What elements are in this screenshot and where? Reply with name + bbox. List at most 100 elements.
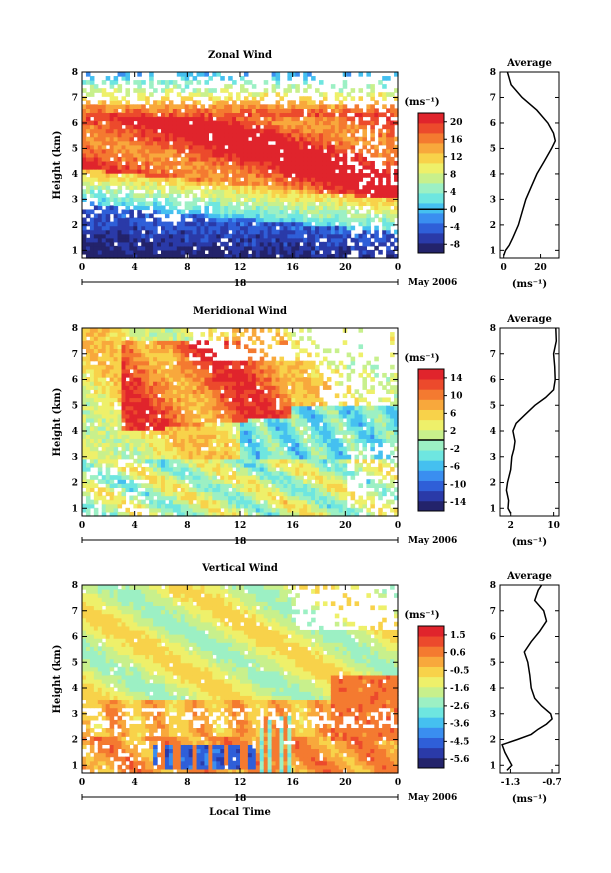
heatmap-cell	[196, 177, 202, 182]
heatmap-cell	[295, 160, 300, 166]
heatmap-cell	[97, 185, 103, 190]
heatmap-cell	[259, 507, 265, 513]
heatmap-cell	[192, 253, 198, 259]
heatmap-cell	[82, 385, 87, 390]
heatmap-cell	[180, 503, 186, 509]
heatmap-cell	[358, 152, 364, 158]
heatmap-cell	[259, 169, 265, 174]
heatmap-cell	[125, 92, 130, 97]
heatmap-cell	[137, 511, 142, 517]
heatmap-cell	[172, 401, 178, 407]
heatmap-cell	[200, 422, 206, 427]
heatmap-cell	[228, 104, 233, 109]
heatmap-cell	[145, 393, 150, 399]
heatmap-cell	[101, 193, 107, 198]
heatmap-cell	[251, 193, 257, 198]
heatmap-cell	[109, 430, 115, 435]
heatmap-cell	[322, 217, 328, 223]
heatmap-cell	[149, 233, 154, 239]
heatmap-cell	[105, 108, 111, 114]
heatmap-cell	[228, 96, 233, 101]
heatmap-cell	[224, 454, 229, 460]
heatmap-cell	[192, 132, 198, 138]
heatmap-cell	[204, 483, 209, 488]
heatmap-cell	[394, 173, 399, 178]
heatmap-cell	[342, 144, 348, 150]
heatmap-cell	[85, 405, 91, 411]
heatmap-cell	[200, 112, 206, 118]
heatmap-cell	[180, 328, 186, 333]
heatmap-cell	[232, 450, 237, 456]
heatmap-cell	[240, 193, 245, 198]
heatmap-cell	[105, 462, 111, 468]
heatmap-cell	[232, 217, 237, 223]
profile-y-tick-label: 2	[490, 221, 496, 231]
heatmap-cell	[85, 450, 91, 456]
heatmap-cell	[113, 356, 119, 362]
heatmap-cell	[338, 233, 344, 239]
heatmap-cell	[125, 156, 130, 162]
heatmap-cell	[133, 381, 138, 386]
heatmap-cell	[224, 217, 229, 223]
heatmap-cell	[121, 221, 127, 227]
heatmap-cell	[319, 112, 324, 118]
heatmap-cell	[188, 511, 194, 517]
heatmap-cell	[153, 144, 158, 150]
heatmap-cell	[307, 229, 312, 235]
heatmap-cell	[137, 112, 142, 118]
heatmap-cell	[228, 120, 233, 126]
heatmap-cell	[382, 209, 387, 215]
heatmap-cell	[291, 132, 296, 138]
heatmap-cell	[101, 340, 107, 345]
heatmap-cell	[89, 128, 95, 134]
heatmap-cell	[196, 112, 202, 118]
heatmap-cell	[101, 389, 107, 394]
heatmap-cell	[153, 197, 158, 202]
heatmap-cell	[283, 177, 288, 182]
heatmap-cell	[141, 385, 146, 390]
heatmap-cell	[125, 434, 130, 439]
heatmap-cell	[322, 120, 328, 126]
heatmap-cell	[251, 442, 257, 448]
heatmap-cell	[82, 405, 87, 411]
heatmap-cell	[346, 92, 352, 97]
heatmap-cell	[149, 454, 154, 460]
heatmap-cell	[157, 381, 162, 386]
heatmap-cell	[255, 108, 261, 114]
heatmap-cell	[180, 245, 186, 251]
heatmap-cell	[129, 156, 134, 162]
heatmap-cell	[394, 144, 399, 150]
heatmap-cell	[342, 197, 348, 202]
heatmap-cell	[196, 511, 202, 517]
heatmap-cell	[109, 209, 115, 215]
heatmap-cell	[141, 393, 146, 399]
heatmap-cell	[145, 173, 150, 178]
heatmap-cell	[319, 152, 324, 158]
heatmap-cell	[113, 181, 119, 186]
heatmap-cell	[358, 112, 364, 118]
heatmap-cell	[168, 422, 174, 427]
heatmap-cell	[125, 193, 130, 198]
heatmap-cell	[228, 438, 233, 444]
heatmap-cell	[188, 348, 194, 354]
heatmap-cell	[129, 401, 134, 407]
heatmap-cell	[299, 189, 304, 194]
heatmap-cell	[208, 511, 213, 517]
heatmap-cell	[378, 193, 383, 198]
heatmap-cell	[307, 100, 312, 105]
heatmap-cell	[133, 197, 138, 202]
heatmap-cell	[137, 442, 142, 448]
heatmap-cell	[236, 152, 241, 158]
heatmap-cell	[208, 120, 213, 126]
heatmap-cell	[220, 491, 225, 497]
heatmap-cell	[145, 253, 150, 259]
heatmap-cell	[208, 193, 213, 198]
heatmap-cell	[358, 205, 364, 211]
heatmap-cell	[200, 225, 206, 231]
heatmap-cell	[93, 213, 99, 219]
heatmap-cell	[228, 245, 233, 251]
heatmap-cell	[220, 434, 225, 439]
heatmap-cell	[267, 413, 273, 419]
heatmap-cell	[259, 454, 265, 460]
heatmap-cell	[145, 128, 150, 134]
